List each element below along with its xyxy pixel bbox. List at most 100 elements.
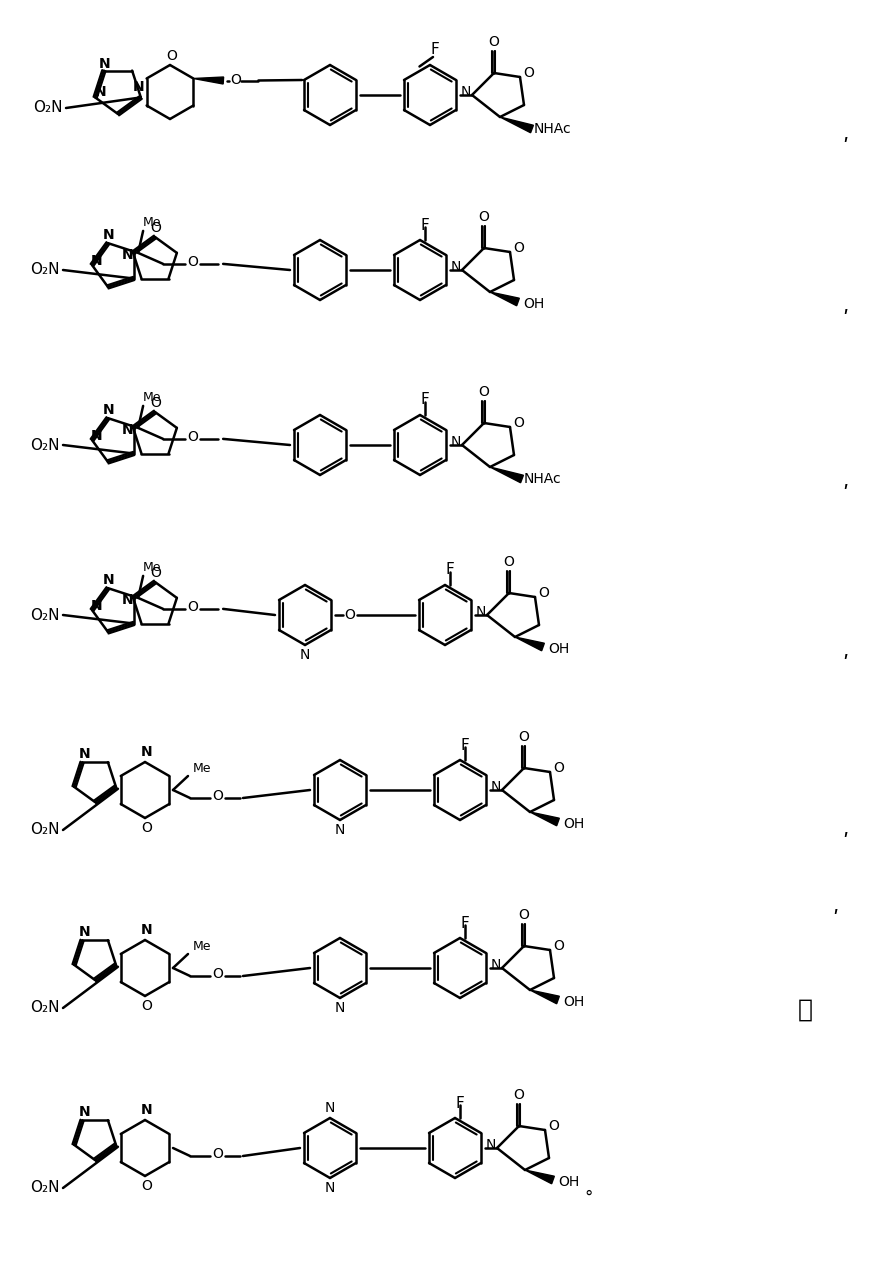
Text: O₂N: O₂N	[31, 263, 60, 277]
Text: N: N	[103, 404, 115, 418]
Text: F: F	[461, 916, 470, 931]
Text: O: O	[213, 1147, 223, 1161]
Text: O: O	[213, 967, 223, 981]
Text: NHAc: NHAc	[524, 472, 561, 487]
Text: N: N	[141, 1103, 153, 1117]
Text: N: N	[491, 958, 502, 972]
Text: O₂N: O₂N	[31, 822, 60, 838]
Text: N: N	[103, 229, 115, 243]
Text: ʹ: ʹ	[841, 833, 849, 853]
Text: O: O	[230, 74, 241, 88]
Text: Me: Me	[193, 761, 212, 774]
Text: OH: OH	[563, 995, 585, 1009]
Text: O: O	[514, 241, 525, 255]
Text: O: O	[188, 600, 199, 614]
Text: F: F	[420, 217, 429, 232]
Text: O: O	[141, 821, 153, 835]
Text: O: O	[151, 221, 162, 235]
Text: O₂N: O₂N	[31, 1000, 60, 1015]
Text: N: N	[325, 1181, 336, 1195]
Text: O: O	[151, 396, 162, 410]
Text: NHAc: NHAc	[533, 123, 570, 135]
Polygon shape	[525, 1170, 555, 1184]
Text: ʹ: ʹ	[841, 310, 849, 329]
Text: O: O	[488, 34, 500, 49]
Text: O: O	[479, 384, 489, 398]
Text: O: O	[213, 789, 223, 803]
Polygon shape	[490, 292, 519, 305]
Text: N: N	[94, 86, 106, 100]
Text: O: O	[518, 908, 530, 922]
Text: O: O	[344, 608, 356, 622]
Text: N: N	[99, 56, 110, 70]
Polygon shape	[530, 990, 559, 1004]
Text: N: N	[476, 605, 487, 619]
Text: N: N	[486, 1138, 496, 1152]
Text: O: O	[554, 761, 564, 775]
Polygon shape	[193, 77, 223, 84]
Text: O: O	[151, 566, 162, 580]
Text: 和: 和	[797, 999, 812, 1022]
Text: Me: Me	[143, 391, 162, 405]
Text: N: N	[91, 599, 102, 613]
Text: F: F	[420, 392, 429, 407]
Text: O: O	[518, 730, 530, 744]
Text: °: °	[585, 1189, 593, 1207]
Text: ʹ: ʹ	[841, 485, 849, 504]
Text: N: N	[79, 747, 90, 761]
Text: OH: OH	[524, 298, 545, 312]
Text: N: N	[79, 1105, 90, 1119]
Polygon shape	[530, 812, 559, 826]
Polygon shape	[515, 637, 544, 651]
Text: N: N	[122, 593, 134, 607]
Text: O: O	[503, 555, 515, 570]
Text: N: N	[133, 80, 145, 94]
Text: F: F	[431, 42, 440, 57]
Text: N: N	[91, 429, 102, 443]
Text: N: N	[461, 86, 472, 100]
Text: O: O	[514, 1088, 525, 1102]
Text: O: O	[188, 430, 199, 444]
Text: O₂N: O₂N	[34, 101, 63, 115]
Text: ʹ: ʹ	[841, 655, 849, 676]
Text: N: N	[451, 261, 461, 275]
Text: Me: Me	[193, 940, 212, 953]
Text: N: N	[79, 926, 90, 939]
Text: N: N	[325, 1101, 336, 1115]
Text: N: N	[335, 822, 345, 836]
Polygon shape	[490, 467, 524, 483]
Text: O: O	[514, 416, 525, 430]
Polygon shape	[500, 117, 533, 133]
Text: ʹ: ʹ	[841, 138, 849, 158]
Text: O₂N: O₂N	[31, 438, 60, 452]
Text: N: N	[141, 923, 153, 937]
Text: O₂N: O₂N	[31, 1180, 60, 1195]
Text: O: O	[479, 209, 489, 223]
Text: F: F	[461, 738, 470, 752]
Text: ʹ: ʹ	[832, 911, 838, 930]
Text: Me: Me	[143, 216, 162, 230]
Text: O: O	[141, 999, 153, 1013]
Text: N: N	[122, 248, 134, 262]
Text: O: O	[524, 66, 534, 80]
Text: O: O	[554, 939, 564, 953]
Text: O: O	[141, 1179, 153, 1193]
Text: N: N	[491, 780, 502, 794]
Text: O: O	[548, 1119, 560, 1133]
Text: O: O	[539, 586, 549, 600]
Text: O₂N: O₂N	[31, 608, 60, 622]
Text: N: N	[122, 423, 134, 437]
Text: OH: OH	[558, 1175, 579, 1189]
Text: N: N	[103, 573, 115, 587]
Text: OH: OH	[548, 642, 570, 656]
Text: O: O	[188, 255, 199, 269]
Text: N: N	[300, 647, 310, 661]
Text: N: N	[451, 435, 461, 450]
Text: N: N	[335, 1001, 345, 1015]
Text: F: F	[446, 562, 455, 577]
Text: F: F	[456, 1096, 464, 1111]
Text: N: N	[91, 254, 102, 268]
Text: Me: Me	[143, 562, 162, 575]
Text: OH: OH	[563, 817, 585, 831]
Text: N: N	[141, 744, 153, 759]
